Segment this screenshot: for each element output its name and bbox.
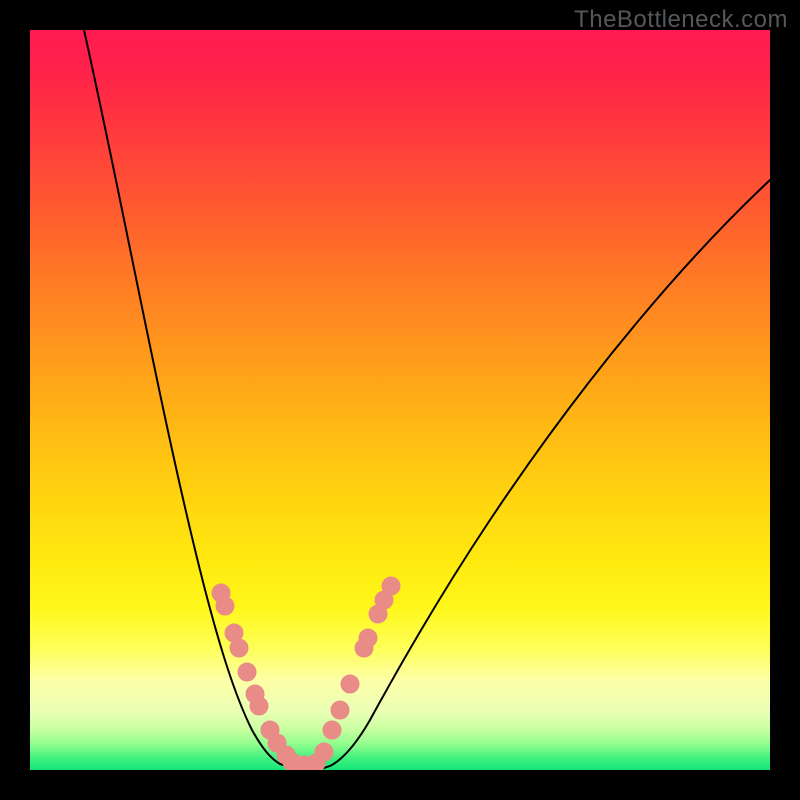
data-marker: [238, 663, 256, 681]
data-marker: [375, 591, 393, 609]
data-marker: [359, 629, 377, 647]
data-marker: [341, 675, 359, 693]
data-marker: [315, 743, 333, 761]
data-marker: [369, 605, 387, 623]
data-marker: [283, 753, 301, 770]
gradient-background: [30, 30, 770, 770]
chart-frame: [0, 0, 800, 800]
data-marker: [246, 685, 264, 703]
watermark-text: TheBottleneck.com: [574, 6, 788, 34]
chart-container: TheBottleneck.com: [0, 0, 800, 800]
data-marker: [355, 639, 373, 657]
data-markers: [212, 577, 400, 770]
bottleneck-curve: [84, 30, 770, 770]
data-marker: [230, 639, 248, 657]
data-marker: [323, 721, 341, 739]
data-marker: [277, 746, 295, 764]
data-marker: [307, 754, 325, 770]
data-marker: [268, 734, 286, 752]
data-marker: [261, 721, 279, 739]
data-marker: [295, 756, 313, 770]
data-marker: [216, 597, 234, 615]
data-marker: [225, 624, 243, 642]
data-marker: [250, 697, 268, 715]
data-marker: [331, 701, 349, 719]
data-marker: [382, 577, 400, 595]
data-marker: [212, 584, 230, 602]
plot-svg: [30, 30, 770, 770]
plot-area: [30, 30, 770, 770]
